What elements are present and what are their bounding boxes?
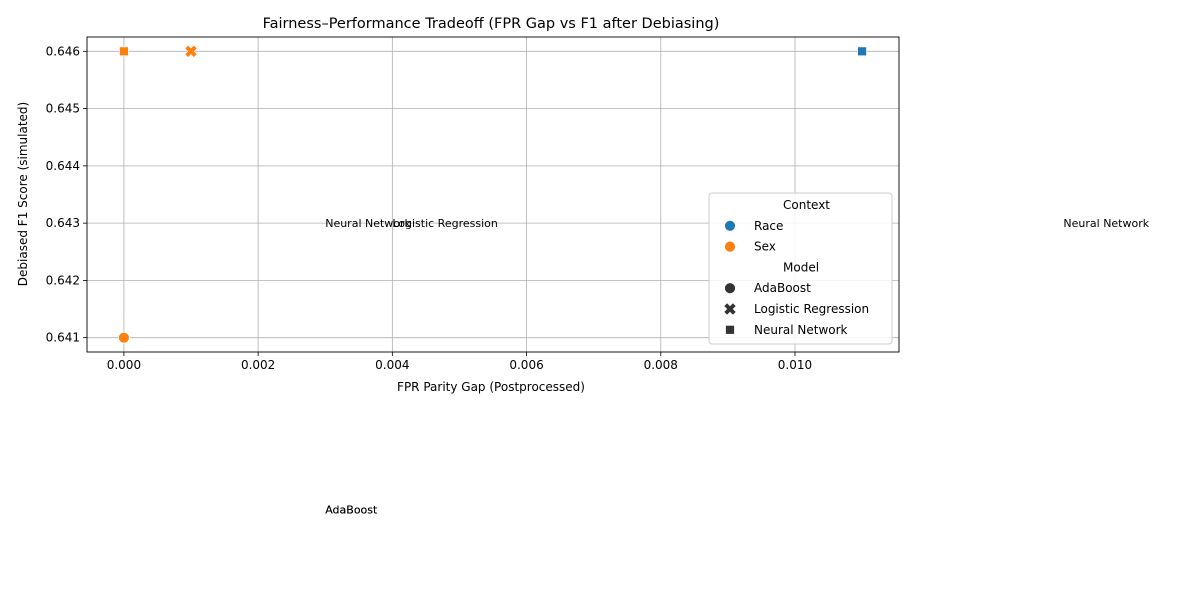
legend-title-model: Model bbox=[783, 260, 819, 274]
legend-box bbox=[708, 192, 893, 345]
x-tick-label: 0.002 bbox=[241, 358, 275, 372]
chart-title: Fairness–Performance Tradeoff (FPR Gap v… bbox=[263, 16, 720, 32]
x-axis-label: FPR Parity Gap (Postprocessed) bbox=[397, 380, 585, 394]
data-point bbox=[118, 331, 130, 344]
legend-marker bbox=[724, 282, 736, 295]
point-annotation: AdaBoost bbox=[325, 504, 378, 517]
legend-label: Race bbox=[754, 219, 783, 233]
legend-label: AdaBoost bbox=[754, 281, 811, 295]
plot-area bbox=[86, 36, 900, 353]
x-tick-label: 0.008 bbox=[644, 358, 678, 372]
x-tick-label: 0.006 bbox=[509, 358, 543, 372]
x-tick-label: 0.000 bbox=[107, 358, 141, 372]
y-tick-label: 0.645 bbox=[46, 102, 80, 116]
data-point bbox=[857, 46, 867, 57]
x-axis-ticks: 0.000 0.002 0.004 0.006 0.008 0.010 bbox=[107, 352, 812, 372]
legend-title-context: Context bbox=[783, 198, 830, 212]
y-axis-label: Debiased F1 Score (simulated) bbox=[16, 102, 30, 286]
data-points bbox=[118, 44, 867, 344]
legend-label: Logistic Regression bbox=[754, 302, 869, 316]
legend-marker bbox=[723, 302, 737, 316]
data-point bbox=[119, 46, 129, 57]
y-tick-label: 0.646 bbox=[46, 44, 80, 58]
point-annotation: Neural Network bbox=[325, 217, 411, 230]
legend-marker bbox=[724, 240, 736, 253]
legend-marker bbox=[725, 324, 735, 335]
y-tick-label: 0.644 bbox=[46, 159, 80, 173]
y-axis-ticks: 0.641 0.642 0.643 0.644 0.645 0.646 bbox=[46, 44, 87, 345]
y-tick-label: 0.641 bbox=[46, 331, 80, 345]
point-annotation: Logistic Regression bbox=[392, 217, 498, 230]
legend-label: Sex bbox=[754, 240, 776, 254]
y-tick-label: 0.643 bbox=[46, 216, 80, 230]
x-tick-label: 0.004 bbox=[375, 358, 409, 372]
legend-marker bbox=[724, 219, 736, 232]
legend-label: Neural Network bbox=[754, 323, 848, 337]
data-point bbox=[184, 44, 198, 58]
x-tick-label: 0.010 bbox=[778, 358, 812, 372]
point-annotation: Neural Network bbox=[1063, 217, 1149, 230]
y-tick-label: 0.642 bbox=[46, 273, 80, 287]
point-annotation: AdaBoost bbox=[325, 504, 378, 517]
